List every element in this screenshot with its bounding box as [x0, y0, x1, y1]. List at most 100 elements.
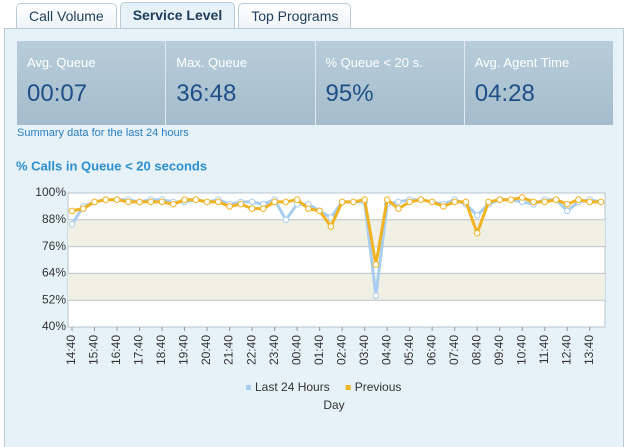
x-tick-label: 00:40 — [289, 335, 303, 365]
data-point — [169, 200, 177, 208]
data-point — [406, 198, 413, 206]
data-point — [192, 196, 200, 203]
x-tick-label: 19:40 — [177, 335, 191, 365]
x-tick-label: 15:40 — [87, 335, 101, 365]
data-point — [417, 196, 425, 203]
data-point — [462, 198, 470, 206]
legend-label: Last 24 Hours — [255, 380, 330, 394]
data-point — [327, 223, 335, 230]
data-point — [293, 196, 301, 203]
data-point — [316, 207, 323, 215]
data-point — [372, 261, 380, 268]
grid-band — [68, 273, 605, 301]
data-point — [68, 207, 76, 215]
x-tick-label: 02:40 — [334, 335, 348, 365]
legend-swatch — [246, 385, 251, 390]
data-point — [575, 196, 582, 203]
data-point — [473, 212, 481, 219]
data-point — [248, 198, 256, 206]
data-point — [395, 198, 402, 206]
x-axis-label: Day — [323, 398, 344, 412]
tab-bar: Call Volume Service Level Top Programs — [16, 2, 352, 29]
data-point — [372, 292, 380, 300]
data-point — [597, 198, 605, 206]
summary-note: Summary data for the last 24 hours — [17, 127, 189, 139]
data-point — [563, 207, 571, 215]
grid-band — [68, 219, 605, 247]
x-tick-label: 05:40 — [402, 335, 416, 365]
data-point — [496, 196, 504, 203]
data-point — [440, 203, 447, 210]
summary-card: % Queue < 20 s. 95% — [316, 41, 465, 125]
x-tick-label: 10:40 — [514, 335, 528, 365]
tab-active[interactable]: Service Level — [119, 2, 236, 29]
card-label: Max. Queue — [176, 55, 248, 70]
data-point — [147, 198, 155, 206]
data-point — [383, 196, 391, 203]
x-tick-label: 13:40 — [582, 335, 596, 365]
data-point — [552, 196, 560, 203]
data-point — [91, 198, 98, 206]
chart-title: % Calls in Queue < 20 seconds — [16, 158, 207, 173]
y-tick-label: 40% — [42, 319, 66, 333]
data-point — [451, 198, 458, 206]
y-tick-label: 100% — [35, 185, 66, 199]
data-point — [136, 198, 143, 206]
data-point — [350, 198, 357, 206]
data-point — [215, 198, 222, 206]
card-label: % Queue < 20 s. — [325, 55, 423, 70]
y-tick-label: 88% — [42, 212, 66, 226]
data-point — [226, 203, 233, 210]
x-tick-label: 17:40 — [132, 335, 146, 365]
y-tick-label: 52% — [42, 292, 66, 306]
x-tick-label: 09:40 — [492, 335, 506, 365]
data-point — [260, 205, 267, 212]
data-point — [113, 196, 121, 203]
data-point — [102, 196, 110, 203]
x-tick-label: 11:40 — [537, 335, 551, 364]
card-value: 00:07 — [27, 80, 88, 107]
x-tick-label: 18:40 — [154, 335, 168, 365]
x-tick-label: 04:40 — [379, 335, 393, 365]
data-point — [158, 198, 166, 206]
data-point — [473, 229, 481, 237]
y-tick-label: 64% — [42, 266, 66, 280]
data-point — [586, 198, 594, 206]
data-point — [124, 198, 132, 206]
x-tick-label: 08:40 — [469, 335, 483, 365]
data-point — [305, 205, 312, 212]
data-point — [428, 198, 436, 206]
card-value: 04:28 — [474, 80, 535, 107]
summary-card: Max. Queue 36:48 — [166, 41, 316, 125]
data-point — [282, 216, 290, 224]
legend-label: Previous — [355, 380, 402, 394]
x-tick-label: 03:40 — [357, 335, 371, 365]
summary-card: Avg. Agent Time 04:28 — [465, 41, 613, 125]
data-point — [395, 205, 402, 212]
x-tick-label: 22:40 — [244, 335, 258, 365]
x-tick-label: 12:40 — [559, 335, 573, 365]
x-tick-label: 07:40 — [447, 335, 461, 365]
card-value: 36:48 — [176, 80, 237, 107]
legend-swatch — [345, 385, 351, 390]
card-label: Avg. Agent Time — [474, 55, 570, 70]
data-point — [79, 205, 87, 212]
x-tick-label: 21:40 — [222, 335, 236, 365]
y-tick-label: 76% — [42, 239, 66, 253]
data-point — [248, 205, 256, 212]
x-tick-label: 01:40 — [312, 335, 326, 365]
x-tick-label: 20:40 — [199, 335, 213, 365]
x-tick-label: 16:40 — [109, 335, 123, 365]
data-point — [271, 198, 278, 206]
data-point — [203, 198, 211, 206]
data-point — [507, 196, 515, 203]
data-point — [338, 198, 346, 206]
x-tick-label: 23:40 — [267, 335, 281, 365]
card-value: 95% — [325, 80, 374, 107]
tab[interactable]: Call Volume — [16, 3, 117, 28]
data-point — [518, 194, 526, 201]
tab[interactable]: Top Programs — [238, 3, 352, 28]
data-point — [181, 196, 188, 203]
